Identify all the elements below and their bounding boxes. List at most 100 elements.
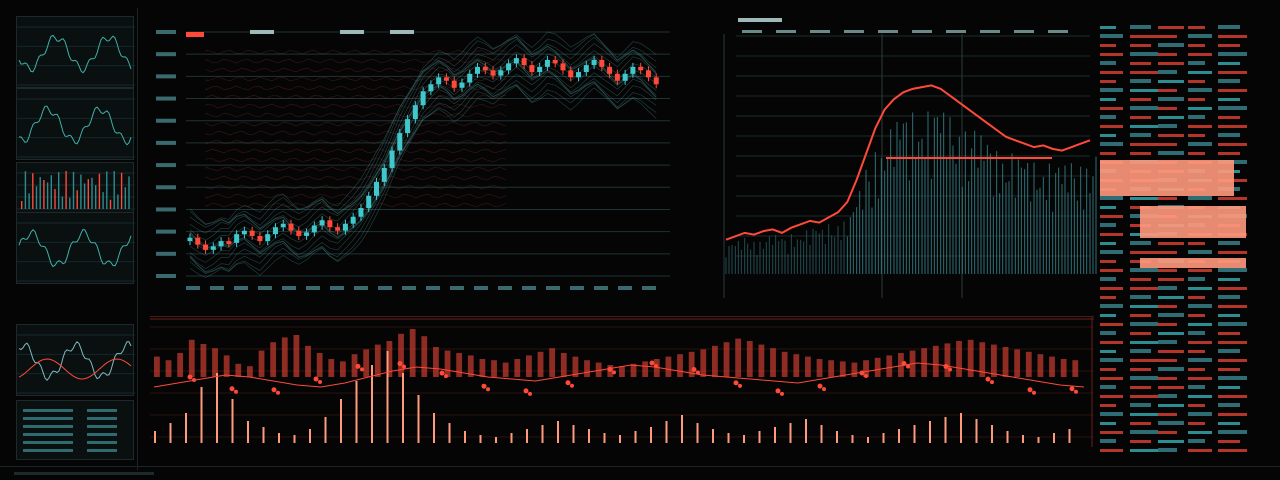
- volume-bar: [820, 425, 823, 443]
- thumbnail-chart[interactable]: [16, 16, 135, 88]
- thumbnail-graph: [17, 171, 135, 210]
- x-tick-label: [570, 286, 584, 290]
- scatter-point: [780, 391, 784, 396]
- order-book-cell: [1158, 394, 1177, 398]
- candle: [342, 223, 348, 231]
- order-book-cell: [1130, 71, 1158, 74]
- candle: [187, 237, 193, 242]
- candle: [630, 66, 636, 74]
- order-book-cell: [1188, 323, 1212, 326]
- line-chart[interactable]: [686, 14, 1098, 300]
- bar: [124, 187, 126, 209]
- candle: [397, 133, 403, 151]
- candle: [373, 181, 379, 196]
- volume-bar: [537, 351, 544, 377]
- order-book-cell: [1188, 44, 1205, 47]
- volume-bar: [247, 421, 249, 443]
- order-book-highlight: [1140, 258, 1246, 268]
- x-tick-label: [234, 286, 248, 290]
- thumbnail-chart[interactable]: [16, 88, 135, 160]
- bar: [87, 179, 89, 209]
- order-book-cell: [1100, 134, 1116, 137]
- scatter-point: [313, 376, 319, 382]
- background-trace: [205, 148, 507, 154]
- order-book-cell: [1100, 115, 1116, 119]
- volume-bar: [828, 360, 835, 377]
- order-book-cell: [1100, 61, 1116, 65]
- bar: [61, 196, 64, 209]
- volume-bar: [398, 333, 404, 377]
- order-book-row: [1100, 366, 1262, 375]
- order-book-cell: [1218, 287, 1247, 290]
- scatter-point: [570, 383, 574, 388]
- order-book-row: [1100, 60, 1262, 69]
- order-book-cell: [1100, 107, 1123, 110]
- volume-chart[interactable]: [150, 316, 1094, 447]
- series-line: [18, 228, 132, 268]
- volume-bar: [386, 351, 389, 443]
- candle: [257, 235, 263, 242]
- bar: [50, 175, 52, 209]
- bar: [72, 171, 75, 209]
- order-book-cell: [1218, 143, 1247, 146]
- order-book-cell: [1158, 62, 1184, 65]
- order-book-cell: [1100, 88, 1123, 92]
- order-book-cell: [1100, 341, 1123, 344]
- volume-bar: [1037, 437, 1040, 443]
- bar: [109, 199, 112, 209]
- volume-bar: [324, 417, 327, 443]
- bollinger-band: [189, 81, 657, 273]
- top-label: [878, 30, 898, 33]
- order-book-cell: [1100, 368, 1116, 371]
- volume-bar: [309, 429, 311, 443]
- order-book-cell: [1218, 133, 1240, 137]
- order-book-cell: [1158, 35, 1177, 38]
- volume-bar: [409, 329, 416, 377]
- top-label: [946, 30, 966, 33]
- order-book-cell: [1218, 44, 1240, 47]
- scatter-point: [192, 378, 196, 382]
- order-book-row: [1100, 132, 1262, 141]
- bar: [58, 172, 60, 209]
- volume-bar: [305, 345, 311, 377]
- order-book-cell: [1130, 403, 1151, 407]
- volume-bar: [944, 343, 951, 377]
- thumbnail-table[interactable]: [16, 400, 134, 460]
- x-tick-label: [258, 286, 272, 290]
- table-cell: [87, 409, 117, 412]
- order-book-cell: [1100, 215, 1123, 218]
- order-book-cell: [1218, 106, 1247, 110]
- volume-bar: [886, 355, 893, 377]
- volume-bar: [154, 356, 160, 377]
- order-book-row: [1100, 447, 1262, 456]
- candlestick-chart[interactable]: [150, 14, 672, 300]
- candle: [537, 66, 543, 73]
- order-book-cell: [1100, 449, 1123, 452]
- order-book-row: [1100, 393, 1262, 402]
- volume-bar: [572, 425, 575, 443]
- volume-bar: [433, 413, 435, 443]
- order-book-cell: [1100, 233, 1123, 236]
- candle: [241, 230, 247, 235]
- order-book-cell: [1158, 359, 1177, 362]
- order-book-cell: [1100, 206, 1116, 209]
- volume-bar: [584, 360, 590, 377]
- order-book-cell: [1218, 305, 1247, 308]
- scatter-point: [528, 391, 532, 396]
- thumbnail-chart[interactable]: [16, 324, 135, 396]
- order-book-cell: [1218, 278, 1240, 281]
- bar: [24, 171, 27, 209]
- order-book-cell: [1130, 422, 1151, 425]
- volume-bar: [688, 351, 695, 377]
- order-book-row: [1100, 276, 1262, 285]
- volume-bar: [464, 431, 466, 443]
- thumbnail-chart[interactable]: [16, 212, 135, 284]
- series-line: [18, 341, 132, 381]
- volume-bar: [560, 353, 567, 377]
- order-book-cell: [1158, 440, 1184, 443]
- x-tick-label: [426, 286, 440, 290]
- volume-bar: [979, 342, 986, 377]
- order-book-cell: [1218, 116, 1240, 119]
- order-book-row: [1100, 420, 1262, 429]
- order-book-cell: [1188, 250, 1212, 254]
